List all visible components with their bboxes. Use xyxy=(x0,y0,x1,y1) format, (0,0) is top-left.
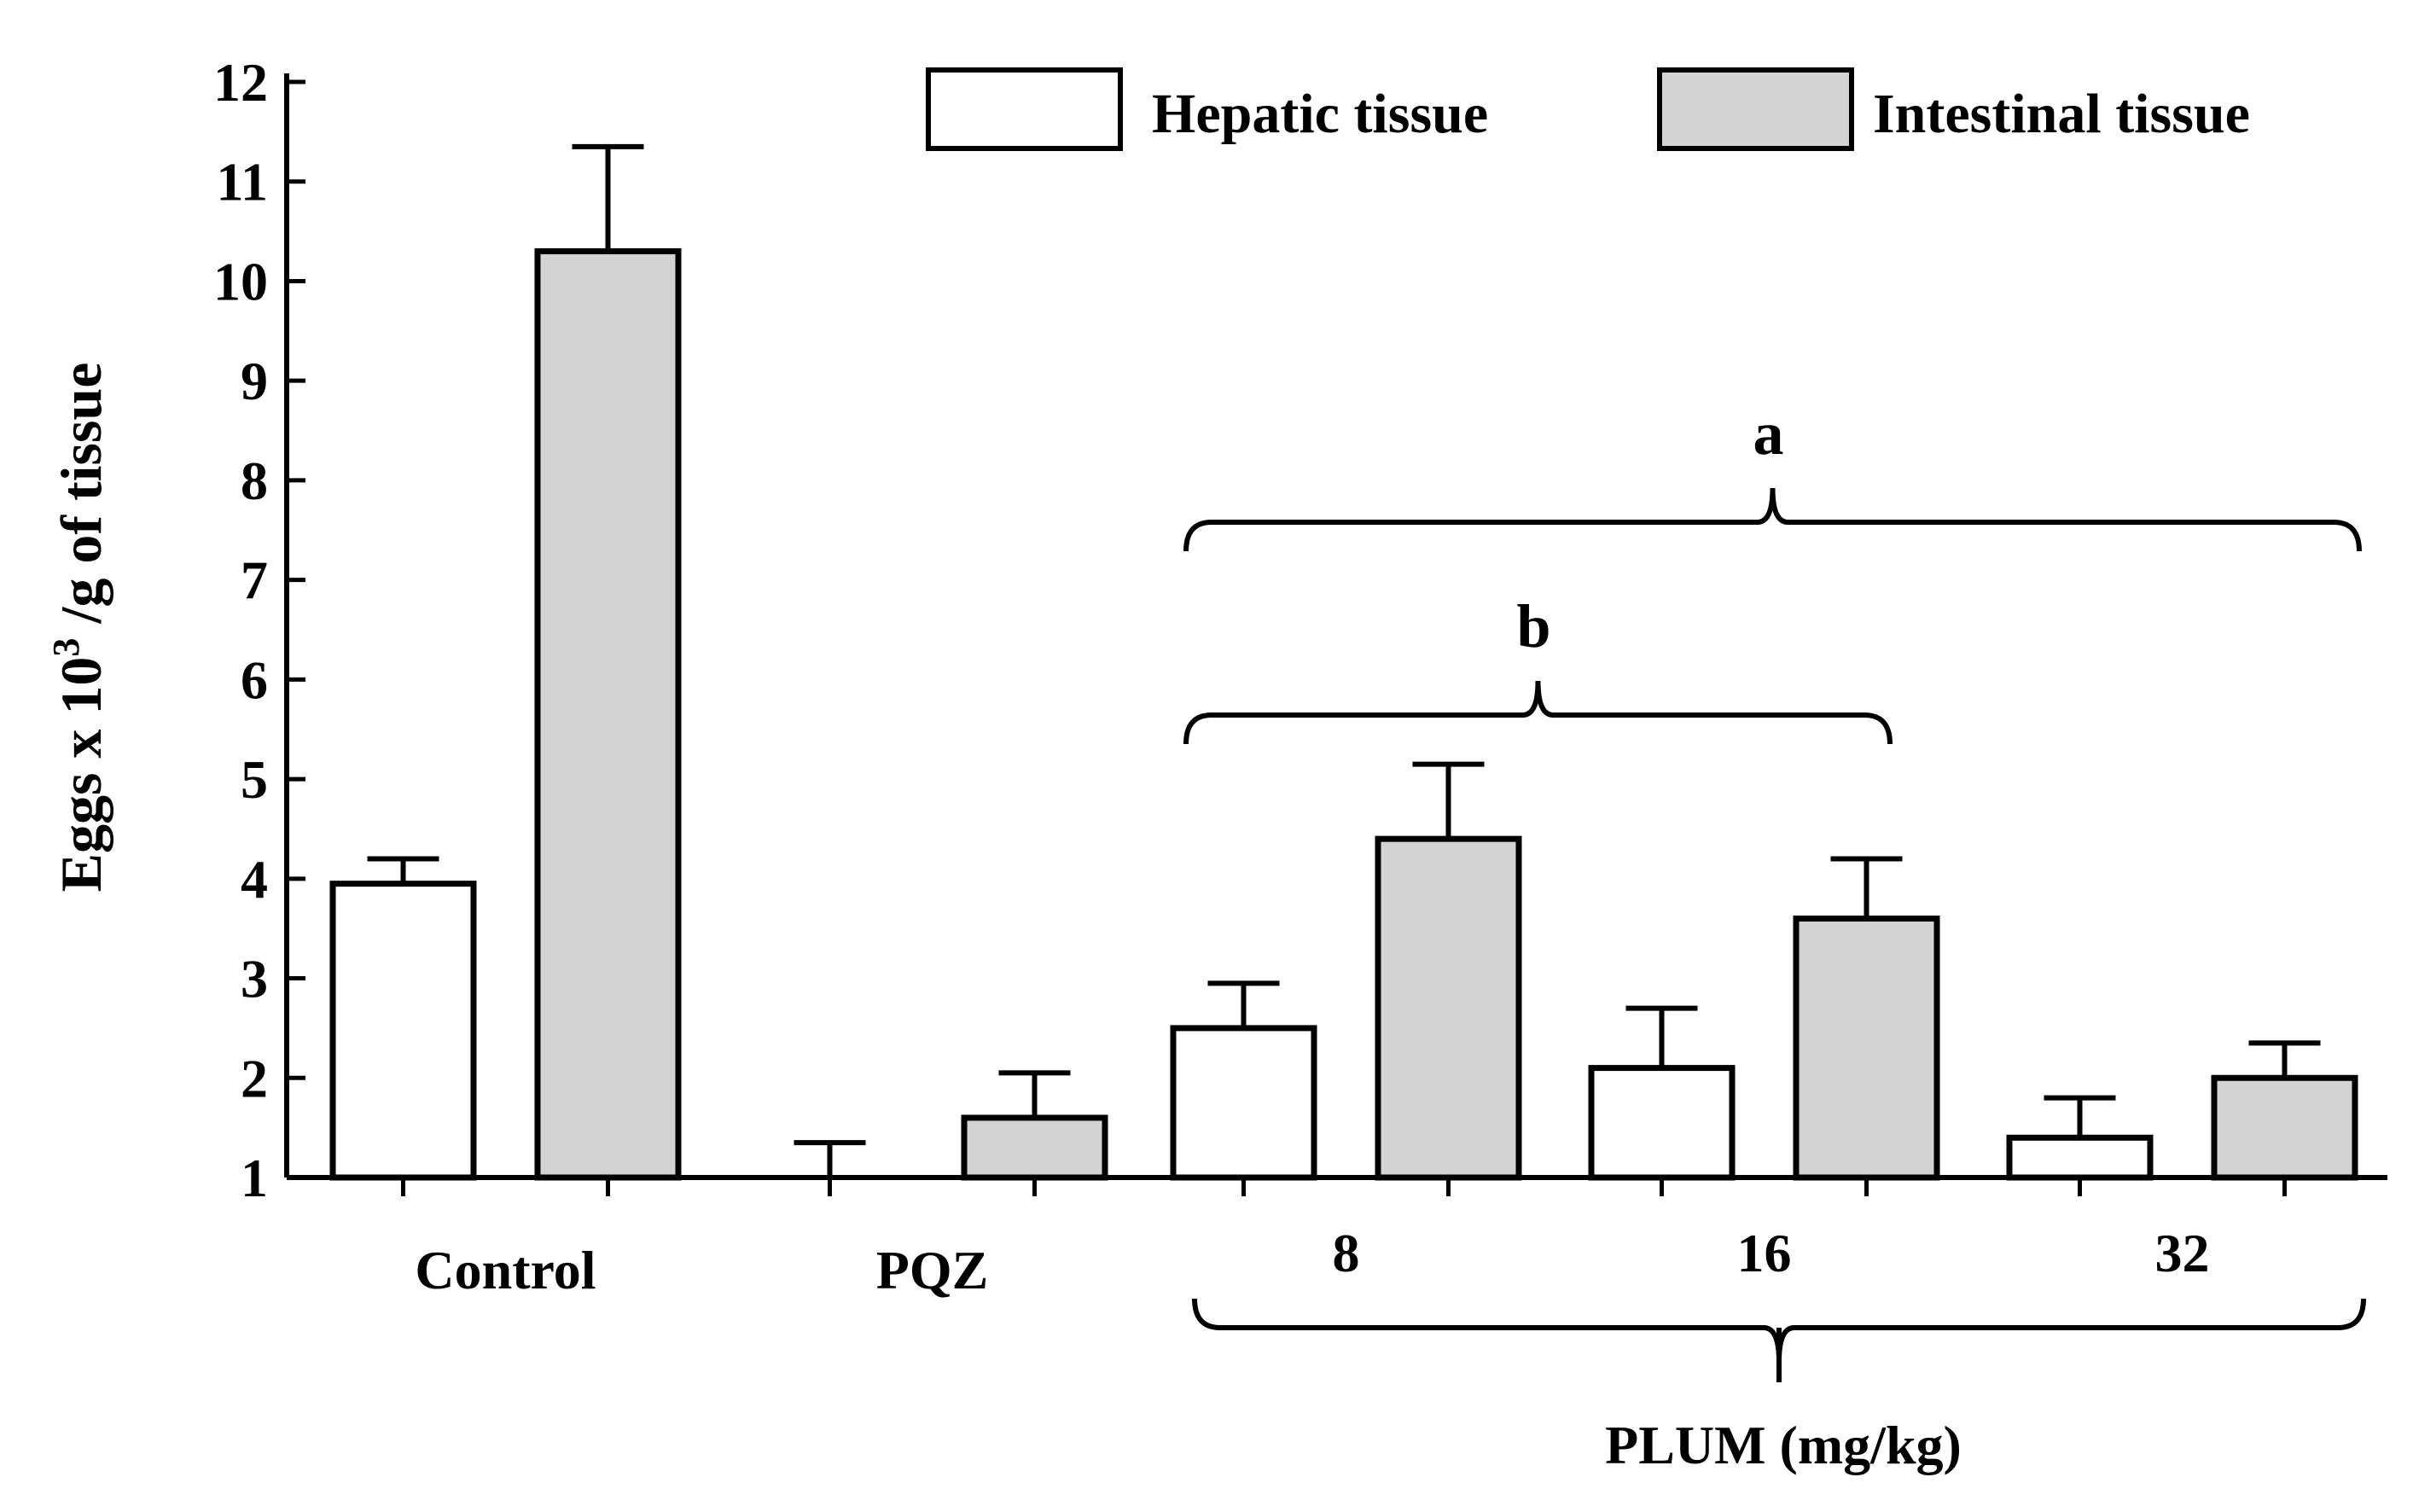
y-tick-label: 6 xyxy=(241,649,268,710)
y-tick-label: 7 xyxy=(241,550,268,611)
y-tick-label: 9 xyxy=(241,351,268,411)
x-category-label-32: 32 xyxy=(2155,1223,2210,1283)
bars xyxy=(329,247,2358,1181)
bar-hepatic-tissue-32 xyxy=(2006,1134,2154,1181)
y-tick-label: 4 xyxy=(241,849,268,910)
bar-intestinal-tissue-control xyxy=(534,247,682,1181)
y-tick-label: 10 xyxy=(213,251,268,311)
y-tick-label: 5 xyxy=(241,749,268,810)
y-axis-label-superscript: 3 xyxy=(45,638,87,657)
bar-hepatic-tissue-control xyxy=(329,881,477,1181)
x-category-label-16: 16 xyxy=(1737,1223,1792,1283)
y-tick-label: 8 xyxy=(241,451,268,511)
annotation-label-b: b xyxy=(1516,592,1550,660)
annotation-bracket-a xyxy=(1183,487,2362,552)
y-tick-label: 11 xyxy=(217,152,268,212)
annotation-label-a: a xyxy=(1753,399,1784,468)
legend-label-intestinal-tissue: Intestinal tissue xyxy=(1873,83,2250,145)
y-tick-label: 3 xyxy=(241,949,268,1009)
x-category-label-control: Control xyxy=(415,1240,596,1300)
bar-intestinal-tissue-pqz xyxy=(961,1114,1108,1181)
x-category-label-pqz: PQZ xyxy=(876,1240,989,1300)
bar-intestinal-tissue-32 xyxy=(2211,1074,2358,1181)
brackets xyxy=(1183,487,2366,1382)
annotation-bracket-b xyxy=(1183,680,1893,745)
bar-hepatic-tissue-8 xyxy=(1170,1025,1317,1181)
error-bars xyxy=(367,143,2321,1178)
y-axis-label-suffix: /g of tissue xyxy=(49,363,113,638)
legend-label-hepatic-tissue: Hepatic tissue xyxy=(1152,83,1488,145)
y-tick-label: 1 xyxy=(241,1148,268,1208)
y-axis-label: Eggs x 103 /g of tissue xyxy=(45,363,113,893)
bar-hepatic-tissue-16 xyxy=(1588,1065,1736,1181)
legend-swatch-intestinal-tissue xyxy=(1657,67,1854,151)
legend: Hepatic tissue Intestinal tissue xyxy=(926,67,2250,151)
y-tick-label: 2 xyxy=(241,1048,268,1108)
y-axis-label-prefix: Eggs x 10 xyxy=(49,657,113,893)
group-label: PLUM (mg/kg) xyxy=(1605,1415,1962,1475)
y-tick-label: 12 xyxy=(213,52,268,113)
bar-intestinal-tissue-8 xyxy=(1375,835,1522,1181)
bar-intestinal-tissue-16 xyxy=(1793,916,1940,1181)
legend-swatch-hepatic-tissue xyxy=(926,67,1123,151)
x-category-label-8: 8 xyxy=(1333,1223,1360,1283)
